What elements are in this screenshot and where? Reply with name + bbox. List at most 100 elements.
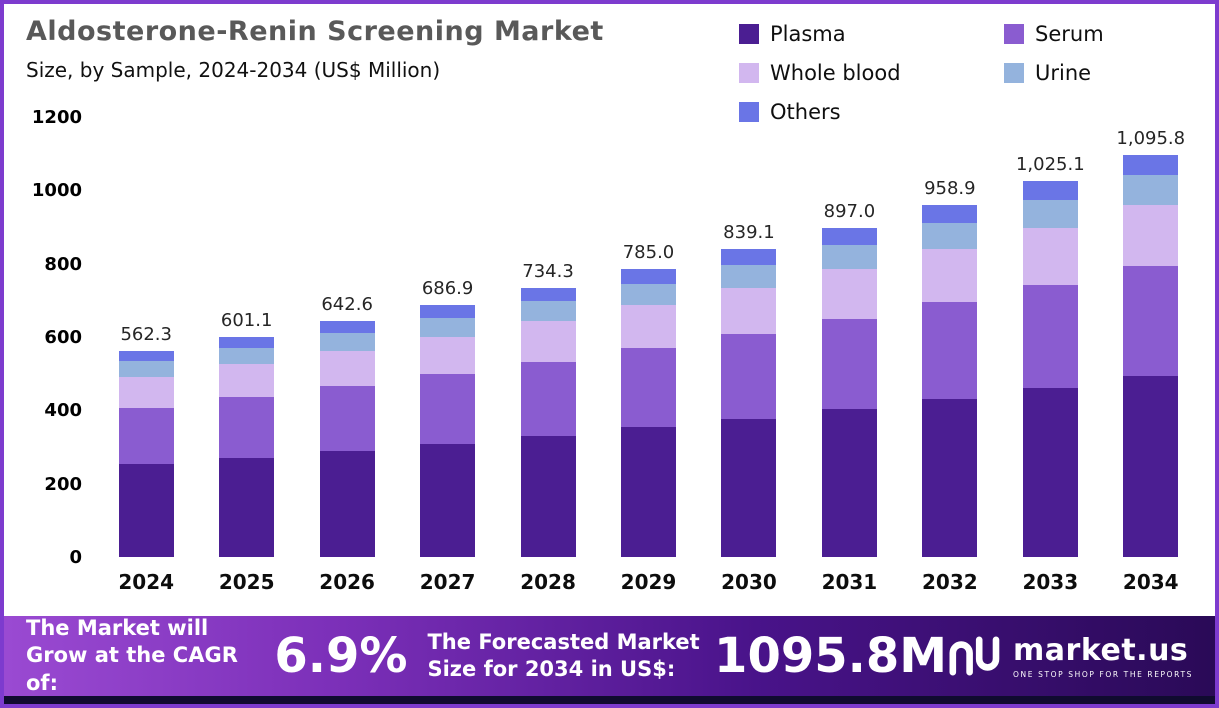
bar-segment-whole-blood — [118, 376, 174, 408]
bar-segment-plasma — [721, 418, 777, 557]
legend-swatch-icon — [739, 102, 759, 122]
brand-text-block: market.us ONE STOP SHOP FOR THE REPORTS — [1013, 633, 1193, 679]
forecast-label: The Forecasted Market Size for 2034 in U… — [427, 629, 700, 681]
bar-column-2027: 686.9 — [397, 117, 497, 557]
bar-stack — [1022, 181, 1078, 557]
forecast-value: 1095.8M — [714, 628, 948, 684]
bar-segment-whole-blood — [721, 287, 777, 334]
y-tick-label: 0 — [69, 547, 82, 568]
bar-segment-serum — [319, 386, 375, 451]
bar-total-label: 1,095.8 — [1116, 128, 1186, 150]
bar-segment-serum — [219, 397, 275, 458]
x-tick-label: 2025 — [218, 570, 275, 594]
bar-segment-plasma — [821, 408, 877, 557]
bar-stack — [319, 321, 375, 557]
page-subtitle: Size, by Sample, 2024-2034 (US$ Million) — [26, 58, 441, 82]
legend-swatch-icon — [1004, 24, 1024, 44]
bar-segment-urine — [118, 361, 174, 377]
bar-segment-urine — [1022, 199, 1078, 229]
bar-segment-whole-blood — [219, 364, 275, 398]
bar-segment-whole-blood — [520, 321, 576, 362]
bar-segment-plasma — [118, 464, 174, 557]
x-tick-label: 2032 — [922, 570, 978, 594]
legend-item-others: Others — [739, 100, 1004, 124]
footer-banner: The Market will Grow at the CAGR of: 6.9… — [4, 616, 1215, 696]
bar-column-2033: 1,025.1 — [1000, 117, 1100, 557]
bar-segment-serum — [1022, 284, 1078, 388]
bar-segment-whole-blood — [620, 305, 676, 349]
bar-segment-others — [620, 269, 676, 284]
x-tick-label: 2028 — [520, 570, 576, 594]
bar-segment-whole-blood — [1123, 205, 1179, 266]
bar-segment-urine — [721, 264, 777, 288]
bar-segment-serum — [520, 361, 576, 436]
bar-segment-urine — [821, 244, 877, 270]
y-tick-label: 200 — [44, 473, 82, 495]
bar-segment-serum — [1123, 265, 1179, 377]
page-title: Aldosterone-Renin Screening Market — [26, 16, 604, 47]
legend-swatch-icon — [1004, 63, 1024, 83]
brand-name: market.us — [1013, 633, 1189, 668]
bar-total-label: 686.9 — [421, 278, 474, 300]
bar-segment-whole-blood — [922, 249, 978, 303]
bar-segment-others — [319, 321, 375, 334]
y-tick-label: 800 — [44, 253, 82, 275]
x-tick-label: 2031 — [821, 570, 878, 594]
bar-total-label: 734.3 — [522, 260, 574, 282]
bar-segment-serum — [118, 407, 174, 465]
x-tick-label: 2033 — [1022, 570, 1079, 594]
bar-column-2034: 1,095.8 — [1101, 117, 1201, 557]
y-tick-label: 1200 — [31, 107, 82, 128]
bar-total-label: 1,025.1 — [1015, 154, 1085, 176]
chart: Aldosterone-Renin Screening Market Size,… — [4, 4, 1215, 616]
x-tick-label: 2026 — [319, 570, 375, 594]
bar-segment-serum — [620, 348, 676, 428]
bar-segment-plasma — [922, 398, 978, 557]
bar-segment-serum — [420, 374, 476, 444]
bar-segment-plasma — [520, 435, 576, 557]
cagr-value: 6.9% — [274, 628, 408, 684]
bar-total-label: 642.6 — [321, 294, 373, 316]
legend-item-serum: Serum — [1004, 22, 1104, 46]
bar-segment-others — [520, 287, 576, 302]
bar-total-label: 562.3 — [120, 323, 172, 345]
bar-segment-whole-blood — [420, 336, 476, 375]
bar-total-label: 897.0 — [823, 201, 876, 223]
plot-area: 562.3 601.1 642.6 686.9 734.3 785.0 839.1 897.0… — [96, 117, 1201, 557]
bar-segment-others — [420, 305, 476, 318]
bar-segment-others — [1123, 155, 1179, 176]
x-tick-label: 2029 — [620, 570, 677, 594]
legend-item-plasma: Plasma — [739, 22, 1004, 46]
legend: Plasma Serum Whole blood Urine Others — [739, 22, 1104, 124]
x-tick-label: 2034 — [1122, 570, 1179, 594]
bar-total-label: 839.1 — [723, 222, 775, 244]
x-tick-label: 2024 — [118, 570, 175, 594]
legend-item-urine: Urine — [1004, 61, 1104, 85]
legend-label: Serum — [1035, 22, 1104, 46]
bar-stack — [721, 249, 777, 557]
bar-stack — [821, 228, 877, 557]
bar-segment-urine — [1123, 175, 1179, 206]
cagr-label: The Market will Grow at the CAGR of: — [26, 616, 238, 695]
legend-label: Urine — [1035, 61, 1092, 85]
bar-segment-urine — [420, 317, 476, 337]
legend-label: Whole blood — [770, 61, 901, 85]
brand-tagline: ONE STOP SHOP FOR THE REPORTS — [1013, 670, 1193, 679]
bar-column-2031: 897.0 — [799, 117, 899, 557]
bar-segment-others — [721, 249, 777, 265]
bar-total-label: 601.1 — [220, 309, 273, 331]
bar-segment-others — [821, 228, 877, 245]
bar-segment-plasma — [319, 450, 375, 557]
bar-segment-plasma — [1123, 376, 1179, 557]
bar-segment-others — [219, 336, 275, 348]
legend-label: Others — [770, 100, 841, 124]
bar-segment-plasma — [1022, 387, 1078, 557]
bar-column-2025: 601.1 — [196, 117, 296, 557]
bar-stack — [922, 205, 978, 557]
bar-column-2032: 958.9 — [900, 117, 1000, 557]
brand-logo: market.us ONE STOP SHOP FOR THE REPORTS — [947, 633, 1193, 679]
x-tick-label: 2030 — [721, 570, 777, 594]
bar-segment-others — [922, 205, 978, 224]
bar-segment-urine — [620, 283, 676, 306]
